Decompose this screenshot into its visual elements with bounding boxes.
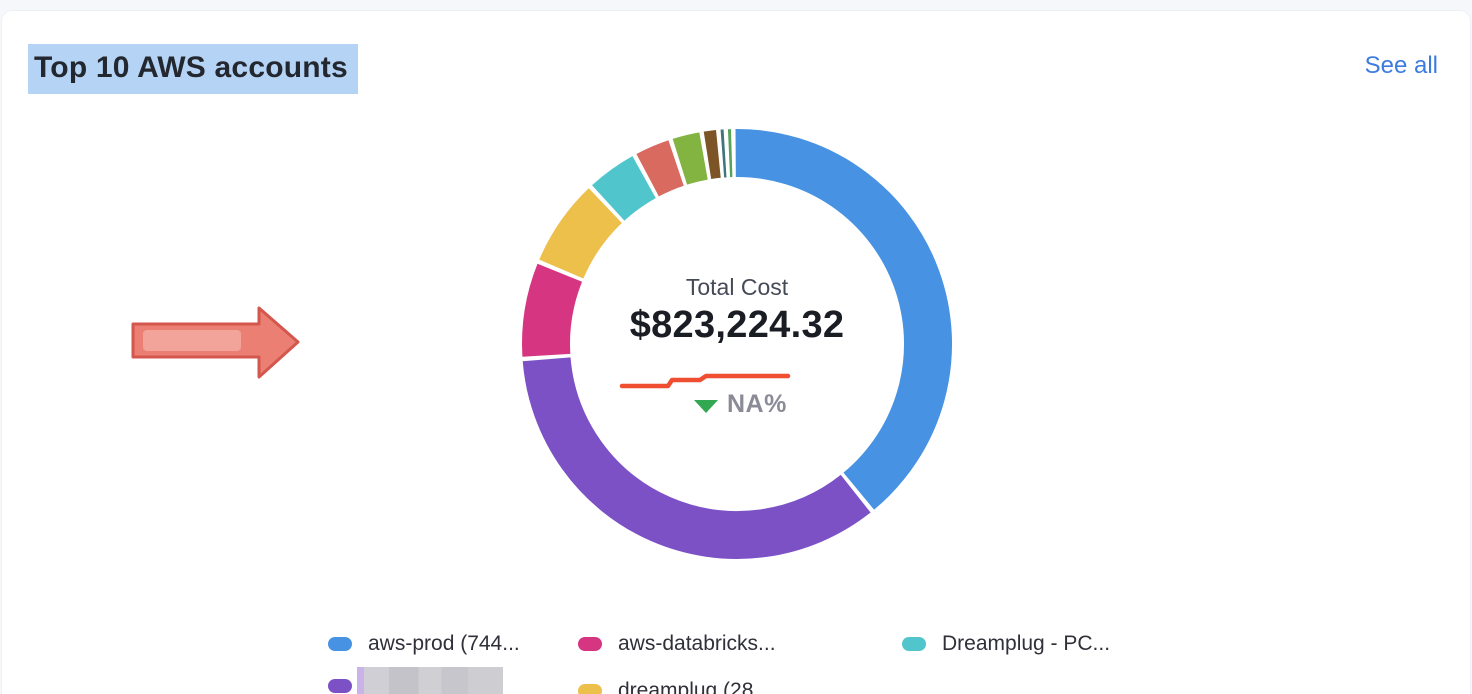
legend-swatch	[328, 679, 352, 693]
legend-label: Dreamplug - PC...	[942, 632, 1111, 655]
donut-segment-2[interactable]	[522, 263, 583, 357]
legend-item-aws-prod[interactable]: aws-prod (744...	[328, 632, 520, 656]
donut-segment-7[interactable]	[703, 130, 721, 180]
trend-sparkline	[619, 373, 791, 389]
donut-segment-0[interactable]	[735, 128, 952, 510]
legend-item-redacted[interactable]	[328, 679, 352, 693]
legend-item-aws-databricks[interactable]: aws-databricks...	[578, 632, 776, 656]
see-all-link[interactable]: See all	[1364, 52, 1438, 79]
page-title-selection: Top 10 AWS accounts	[28, 44, 358, 94]
donut-segments	[522, 128, 952, 559]
donut-segment-5[interactable]	[636, 140, 685, 197]
redacted-account-label	[357, 667, 503, 694]
donut-svg	[522, 128, 952, 559]
donut-segment-1[interactable]	[522, 357, 871, 559]
legend-item-dreamplug-pc[interactable]: Dreamplug - PC...	[902, 632, 1110, 656]
legend-swatch	[578, 637, 602, 651]
legend-label: dreamplug (28...	[618, 679, 771, 694]
change-value: NA%	[727, 390, 787, 418]
trend-down-icon	[694, 400, 718, 413]
legend-swatch	[902, 637, 926, 651]
donut-segment-3[interactable]	[539, 188, 623, 280]
legend-swatch	[578, 684, 602, 694]
donut-segment-6[interactable]	[672, 132, 709, 185]
total-cost-label: Total Cost	[685, 274, 789, 300]
legend-label: aws-databricks...	[618, 632, 776, 655]
total-cost-value: $823,224.32	[629, 304, 845, 346]
page-title: Top 10 AWS accounts	[28, 44, 358, 94]
donut-segment-4[interactable]	[592, 156, 657, 222]
legend-swatch	[328, 637, 352, 651]
legend-item-dreamplug[interactable]: dreamplug (28...	[578, 679, 771, 694]
donut-chart	[507, 114, 967, 574]
legend-label: aws-prod (744...	[368, 632, 520, 655]
